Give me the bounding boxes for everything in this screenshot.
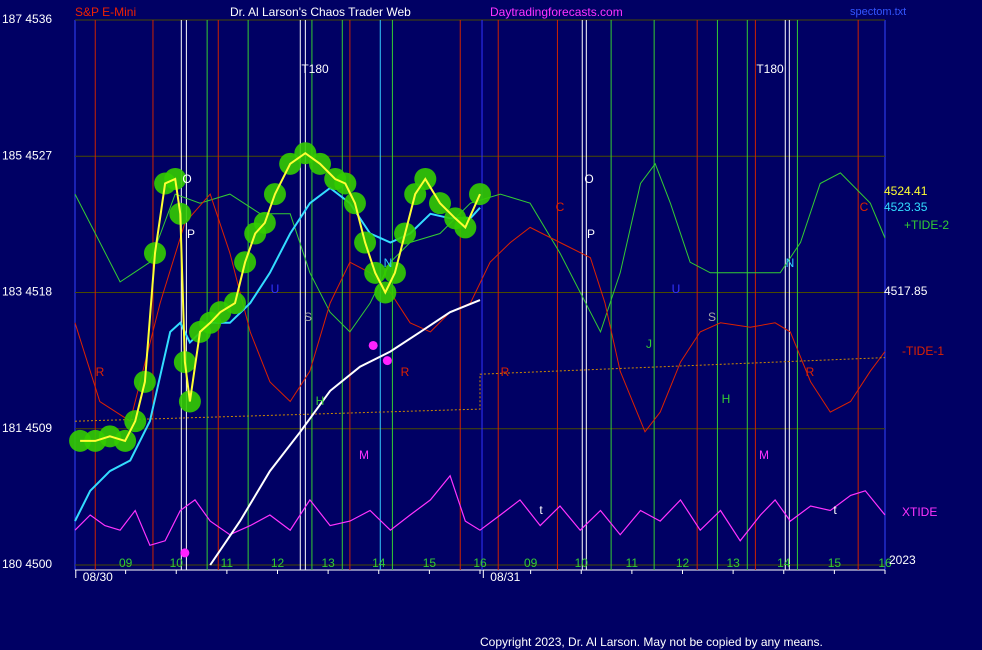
website: Daytradingforecasts.com: [490, 5, 623, 19]
x-tick-label: 16: [473, 556, 487, 570]
annotation: C: [860, 200, 869, 214]
annotation: C: [556, 200, 565, 214]
annotation: P: [187, 227, 195, 241]
annotation: M: [359, 448, 369, 462]
x-tick-label: 09: [524, 556, 538, 570]
annotation: S: [304, 310, 312, 324]
price-blob: [469, 183, 491, 206]
annotation: S: [708, 310, 716, 324]
side-label: 4524.41: [884, 184, 928, 198]
date-label: 08/30: [83, 570, 113, 584]
x-tick-label: 11: [626, 556, 639, 570]
x-tick-label: 10: [170, 556, 184, 570]
y-tick-label: 183 4518: [2, 285, 52, 299]
annotation: R: [501, 365, 510, 379]
side-label: 4517.85: [884, 284, 928, 298]
series-line: [74, 193, 886, 433]
date-label: 08/31: [490, 570, 520, 584]
marker-dot: [368, 340, 378, 350]
y-tick-label: 180 4500: [2, 557, 52, 571]
annotation: R: [96, 365, 105, 379]
series-line: [74, 186, 481, 522]
y-tick-label: 181 4509: [2, 421, 52, 435]
x-tick-label: 12: [271, 556, 285, 570]
annotation: R: [806, 365, 815, 379]
annotation: T180: [756, 62, 784, 76]
annotation: U: [271, 282, 280, 296]
side-label: XTIDE: [902, 505, 937, 519]
annotation: P: [587, 227, 595, 241]
annotation: U: [672, 282, 681, 296]
x-tick-label: 13: [726, 556, 740, 570]
annotation: N: [786, 256, 795, 270]
series-line: [74, 474, 886, 547]
side-label: +TIDE-2: [904, 218, 949, 232]
y-tick-label: 187 4536: [2, 12, 52, 26]
x-tick-label: 10: [575, 556, 589, 570]
file-name: spectom.txt: [850, 6, 906, 18]
annotation: N: [384, 256, 393, 270]
annotation: H: [316, 394, 325, 408]
side-label: -TIDE-1: [902, 344, 944, 358]
series-line: [209, 299, 481, 566]
annotation: J: [646, 337, 652, 351]
annotation: O: [182, 172, 191, 186]
x-tick-label: 12: [676, 556, 690, 570]
x-tick-label: 13: [321, 556, 335, 570]
annotation: H: [722, 392, 731, 406]
x-tick-label: 11: [221, 556, 234, 570]
marker-dot: [382, 356, 392, 366]
marker-dot: [180, 548, 190, 558]
x-tick-label: 15: [828, 556, 842, 570]
price-blob: [69, 429, 92, 452]
series-line: [80, 151, 481, 443]
x-tick-label: 15: [423, 556, 437, 570]
annotation: t: [539, 503, 543, 517]
x-tick-label: 14: [777, 556, 791, 570]
instrument: S&P E-Mini: [75, 5, 136, 19]
annotation: t: [833, 503, 837, 517]
annotation: R: [401, 365, 410, 379]
copyright: Copyright 2023, Dr. Al Larson. May not b…: [480, 635, 823, 649]
x-tick-label: 14: [372, 556, 386, 570]
annotation: M: [759, 448, 769, 462]
annotation: T180: [301, 62, 329, 76]
x-tick-label: 16: [878, 556, 892, 570]
chart-title: Dr. Al Larson's Chaos Trader Web: [230, 5, 411, 19]
side-label: 2023: [889, 553, 916, 567]
side-label: 4523.35: [884, 200, 928, 214]
annotation: O: [584, 172, 593, 186]
x-tick-label: 09: [119, 556, 133, 570]
y-tick-label: 185 4527: [2, 148, 52, 162]
